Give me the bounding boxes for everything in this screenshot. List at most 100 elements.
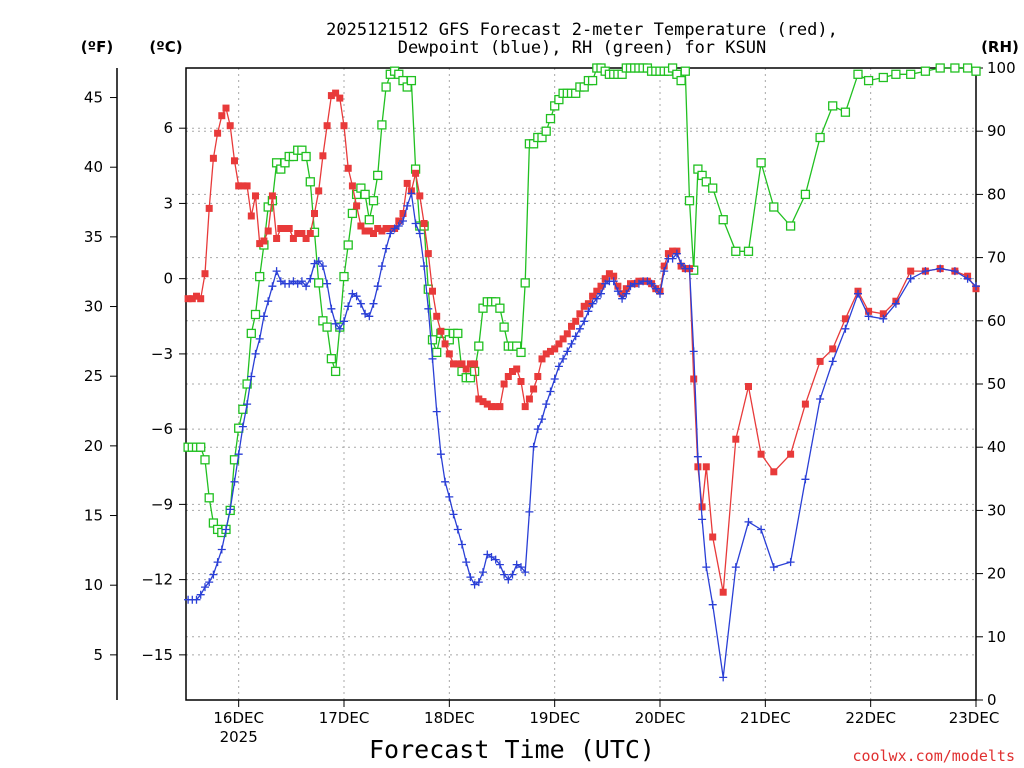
dewpoint-point <box>369 299 378 308</box>
rh-point <box>301 151 311 162</box>
rh-point <box>840 107 851 117</box>
temperature-point <box>231 157 238 165</box>
temperature-point <box>829 345 837 353</box>
celsius-tick-label: 6 <box>163 119 173 137</box>
temperature-point <box>496 403 504 411</box>
dewpoint-point <box>390 224 399 233</box>
dewpoint-point <box>588 299 597 308</box>
dewpoint-point <box>708 600 717 609</box>
temperature-point <box>547 347 554 355</box>
dewpoint-point <box>567 339 576 348</box>
dewpoint-point <box>441 477 450 486</box>
dewpoint-point <box>377 262 386 271</box>
celsius-tick-label: −6 <box>151 420 173 438</box>
rh-point <box>516 347 526 358</box>
temperature-point <box>479 398 487 406</box>
dewpoint-point <box>854 289 862 298</box>
dewpoint-point <box>365 312 374 321</box>
temperature-point <box>382 225 390 232</box>
data-series <box>183 63 981 682</box>
dewpoint-point <box>500 570 509 579</box>
dewpoint-point <box>517 563 525 572</box>
rh-point <box>684 196 695 206</box>
dewpoint-point <box>302 282 311 291</box>
dewpoint-point <box>340 317 348 326</box>
dewpoint-point <box>731 563 740 572</box>
temperature-point <box>757 450 765 458</box>
rh-point <box>785 221 796 231</box>
temperature-point <box>559 335 567 343</box>
credit-link[interactable]: coolwx.com/modelts <box>852 747 1015 765</box>
dewpoint-point <box>597 289 605 298</box>
rh-tick-label: 10 <box>987 628 1006 646</box>
temperature-point <box>357 222 365 230</box>
temperature-point <box>412 169 420 177</box>
temperature-point <box>348 182 356 190</box>
rh-line <box>188 67 977 534</box>
dewpoint-point <box>268 282 277 291</box>
rh-point <box>769 202 779 212</box>
rh-point <box>853 69 863 79</box>
dewpoint-point <box>651 284 660 293</box>
rh-point <box>708 183 718 193</box>
dewpoint-point <box>554 362 563 371</box>
rh-point <box>360 189 370 200</box>
dewpoint-point <box>891 299 900 308</box>
temperature-point <box>197 295 205 303</box>
temperature-point <box>214 129 222 137</box>
dewpoint-point <box>618 294 627 303</box>
temperature-point <box>201 270 209 278</box>
temperature-point <box>462 365 470 373</box>
dewpoint-point <box>201 583 209 592</box>
dewpoint-point <box>331 319 340 328</box>
rh-point <box>453 328 463 339</box>
dewpoint-point <box>972 282 980 291</box>
x-axis-label: Forecast Time (UTC) <box>369 735 655 764</box>
temperature-point <box>709 533 717 541</box>
dewpoint-point <box>841 324 850 333</box>
temperature-point <box>193 292 200 300</box>
x-tick-label: 22DEC <box>845 709 896 727</box>
rh-point <box>756 158 766 168</box>
axes <box>110 67 983 707</box>
temperature-point <box>429 287 436 295</box>
celsius-tick-label: 3 <box>163 194 173 212</box>
dewpoint-point <box>196 590 205 599</box>
temperature-point <box>841 315 849 323</box>
dewpoint-point <box>293 279 302 288</box>
dewpoint-point <box>335 324 344 333</box>
rh-tick-label: 30 <box>987 501 1006 519</box>
temperature-point <box>719 588 727 596</box>
rh-point <box>368 196 379 206</box>
temperature-point <box>403 179 411 187</box>
rh-point <box>676 75 686 86</box>
dewpoint-point <box>483 550 492 559</box>
temperature-point <box>475 395 483 403</box>
temperature-point <box>614 282 622 290</box>
temperature-point <box>664 250 672 258</box>
rh-point <box>330 366 341 377</box>
temperature-point <box>323 122 331 130</box>
rh-series <box>183 63 981 538</box>
dewpoint-point <box>559 354 568 363</box>
temperature-point <box>816 357 824 365</box>
dewpoint-line <box>188 193 977 678</box>
rh-point <box>863 75 874 86</box>
rh-point <box>347 208 358 219</box>
temperature-point <box>239 182 247 190</box>
chart-title-line-2: Dewpoint (blue), RH (green) for KSUN <box>398 38 766 58</box>
dewpoint-point <box>436 450 445 459</box>
rh-point <box>701 177 711 187</box>
dewpoint-point <box>575 324 584 333</box>
temperature-point <box>879 310 887 318</box>
dewpoint-point <box>234 450 243 459</box>
dewpoint-point <box>352 292 361 301</box>
dewpoint-point <box>344 302 353 311</box>
dewpoint-point <box>259 312 268 321</box>
dewpoint-point <box>403 201 412 210</box>
dewpoint-point <box>247 372 256 381</box>
dewpoint-point <box>209 570 218 579</box>
dewpoint-point <box>251 349 260 358</box>
rh-point <box>743 246 754 256</box>
rh-point <box>322 322 332 332</box>
